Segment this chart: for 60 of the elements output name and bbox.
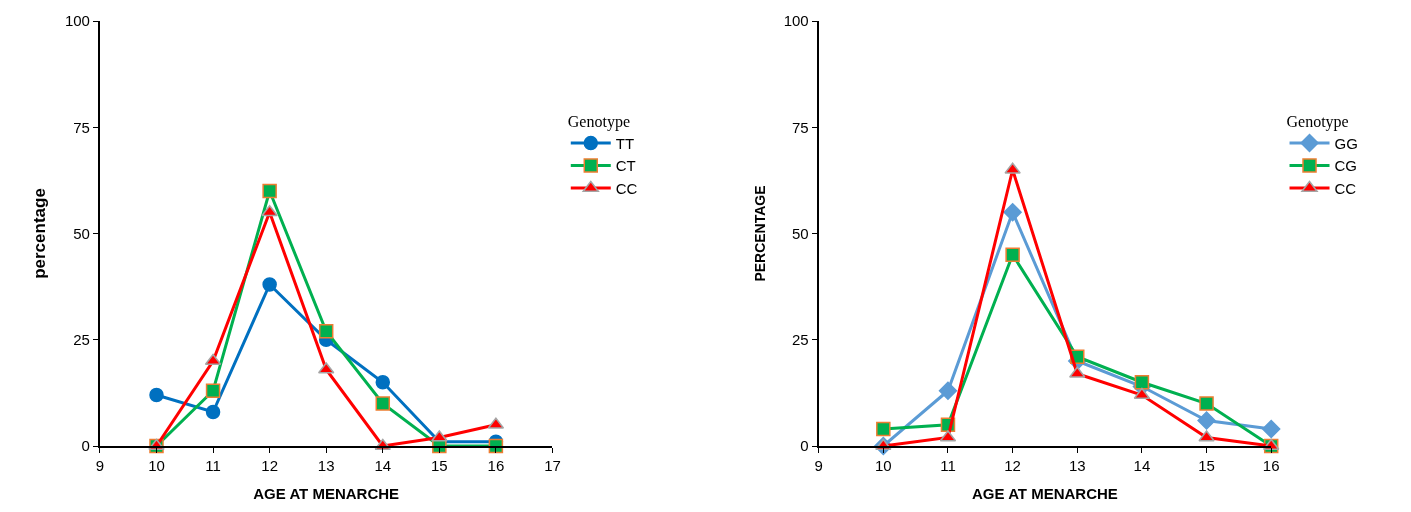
- legend-label: CT: [615, 157, 636, 175]
- point: [938, 381, 958, 400]
- legend-title: Genotype: [567, 112, 630, 131]
- point: [1134, 375, 1150, 390]
- point: [431, 430, 448, 442]
- x-axis-title: AGE AT MENARCHE: [972, 484, 1118, 502]
- y-tick-label: 75: [791, 118, 809, 136]
- x-tick-label: 16: [487, 457, 505, 474]
- x-tick-label: 9: [814, 457, 823, 474]
- y-tick-label: 25: [791, 331, 809, 348]
- point: [205, 404, 221, 420]
- x-axis-title: AGE AT MENARCHE: [253, 484, 400, 502]
- x-tick-label: 14: [374, 457, 392, 474]
- x-tick-label: 12: [1004, 457, 1021, 474]
- point: [262, 277, 277, 292]
- x-tick-label: 11: [940, 457, 956, 474]
- point: [149, 387, 164, 403]
- point: [318, 324, 334, 339]
- y-axis-title: percentage: [29, 188, 49, 279]
- point: [1198, 430, 1215, 442]
- point: [1069, 366, 1086, 378]
- y-tick-label: 0: [800, 437, 809, 455]
- x-tick-label: 16: [1262, 457, 1280, 474]
- legend-title: Genotype: [1286, 112, 1349, 131]
- point: [1003, 203, 1022, 222]
- point: [1197, 411, 1216, 430]
- x-tick-label: 12: [261, 457, 278, 474]
- point: [1262, 419, 1281, 439]
- point: [1004, 162, 1021, 174]
- x-tick-label: 17: [544, 457, 561, 474]
- x-tick-label: 10: [148, 457, 165, 474]
- x-tick-label: 15: [431, 457, 448, 474]
- x-tick-label: 13: [317, 457, 335, 474]
- legend-label: TT: [615, 134, 635, 152]
- legend-label: CC: [1334, 179, 1357, 197]
- x-tick-label: 10: [874, 457, 892, 474]
- point: [1199, 396, 1214, 411]
- point: [261, 205, 278, 217]
- x-tick-label: 9: [95, 457, 105, 474]
- point: [205, 383, 221, 398]
- x-tick-label: 15: [1198, 457, 1215, 474]
- y-tick-label: 25: [73, 331, 90, 348]
- point: [375, 375, 391, 390]
- x-tick-label: 14: [1133, 457, 1151, 474]
- y-tick-label: 0: [81, 437, 90, 455]
- y-tick-label: 100: [783, 12, 809, 30]
- point: [262, 183, 277, 199]
- y-tick-label: 75: [73, 118, 90, 136]
- legend-label: GG: [1334, 134, 1358, 152]
- legend-label: CG: [1334, 157, 1358, 175]
- y-tick-label: 100: [64, 12, 90, 30]
- y-tick-label: 50: [791, 224, 809, 242]
- x-tick-label: 13: [1068, 457, 1086, 474]
- legend-label: CC: [615, 179, 638, 197]
- point: [375, 396, 391, 411]
- point: [876, 421, 891, 437]
- point: [1005, 247, 1020, 262]
- y-axis-title: PERCENTAGE: [751, 185, 768, 282]
- x-tick-label: 11: [205, 457, 221, 474]
- y-tick-label: 50: [73, 224, 90, 242]
